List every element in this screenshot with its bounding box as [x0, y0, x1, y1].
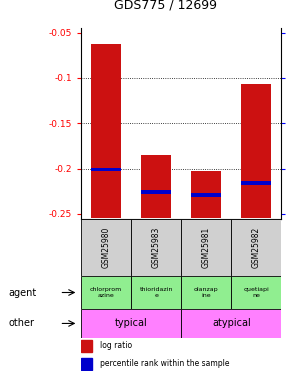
Bar	[91, 168, 121, 171]
Bar	[81, 219, 131, 276]
Bar	[141, 155, 171, 218]
Bar	[191, 193, 221, 197]
Bar	[91, 44, 121, 218]
Text: percentile rank within the sample: percentile rank within the sample	[100, 359, 230, 368]
Text: GSM25982: GSM25982	[252, 227, 261, 268]
Bar	[81, 276, 131, 309]
Bar	[181, 219, 231, 276]
Text: olanzap
ine: olanzap ine	[194, 287, 219, 298]
Bar	[231, 219, 281, 276]
Text: atypical: atypical	[212, 318, 251, 328]
Bar	[131, 276, 181, 309]
Bar	[181, 276, 231, 309]
Bar	[191, 171, 221, 217]
Bar	[81, 340, 92, 352]
Text: log ratio: log ratio	[100, 341, 132, 350]
Text: typical: typical	[115, 318, 148, 328]
Text: GDS775 / 12699: GDS775 / 12699	[114, 0, 217, 11]
Text: quetiapi
ne: quetiapi ne	[243, 287, 269, 298]
Bar	[81, 309, 181, 338]
Bar	[231, 276, 281, 309]
Bar	[241, 84, 271, 218]
Text: agent: agent	[9, 288, 37, 297]
Bar	[81, 358, 92, 370]
Text: GSM25980: GSM25980	[102, 227, 111, 268]
Bar	[181, 309, 281, 338]
Bar	[141, 190, 171, 194]
Text: thioridazin
e: thioridazin e	[139, 287, 173, 298]
Text: other: other	[9, 318, 35, 328]
Text: GSM25981: GSM25981	[202, 227, 211, 268]
Text: GSM25983: GSM25983	[152, 227, 161, 268]
Text: chlorprom
azine: chlorprom azine	[90, 287, 122, 298]
Bar	[241, 181, 271, 185]
Bar	[131, 219, 181, 276]
